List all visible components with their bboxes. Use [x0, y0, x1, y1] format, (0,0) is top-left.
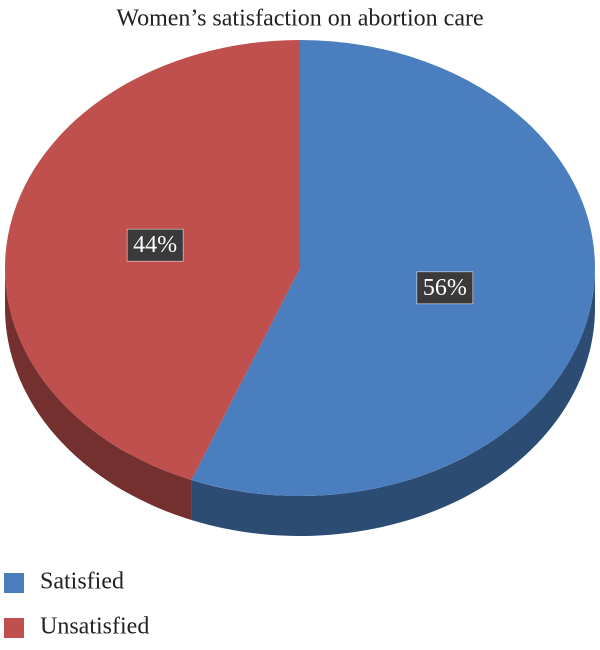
data-label: 44% — [126, 228, 184, 262]
slice — [191, 40, 595, 496]
legend-swatch — [4, 618, 24, 638]
data-label-box — [416, 271, 474, 305]
data-label: 56% — [416, 271, 474, 305]
chart-title: Women’s satisfaction on abortion care — [116, 6, 483, 32]
data-label-box — [126, 228, 184, 262]
data-label-text: 44% — [133, 232, 177, 258]
slice-side — [5, 268, 192, 520]
legend-label: Satisfied — [40, 569, 124, 595]
legend-swatch — [4, 573, 24, 593]
slice-side — [191, 268, 595, 536]
legend-label: Unsatisfied — [40, 614, 149, 640]
data-label-text: 56% — [423, 275, 467, 301]
